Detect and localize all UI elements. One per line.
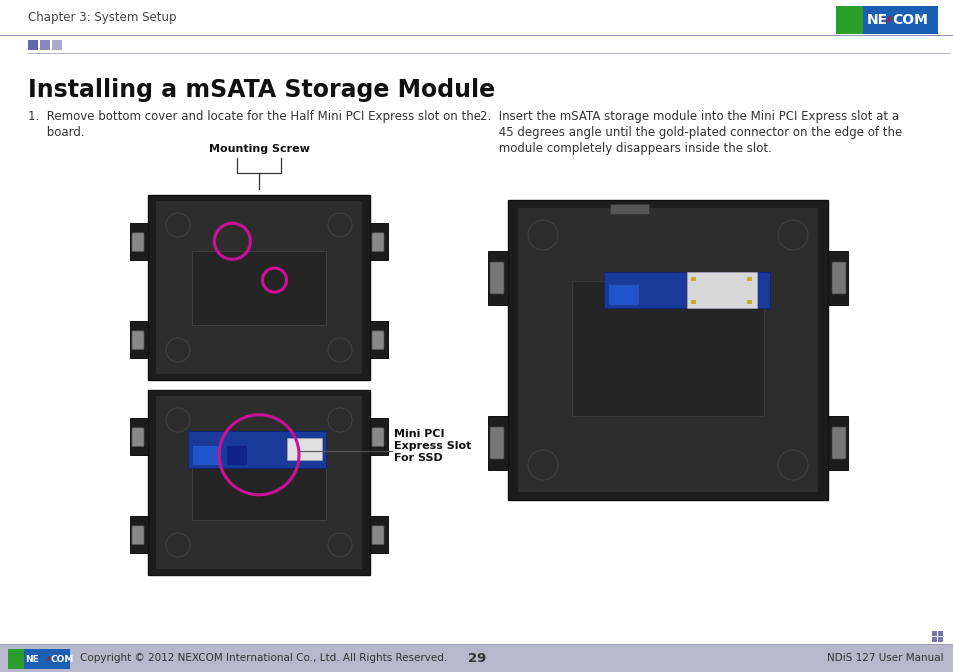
Bar <box>370 516 388 553</box>
Bar <box>370 418 388 455</box>
Text: Mounting Screw: Mounting Screw <box>209 144 309 154</box>
Bar <box>931 637 936 642</box>
Bar <box>0 644 953 672</box>
FancyBboxPatch shape <box>132 526 144 544</box>
Text: Mini PCI: Mini PCI <box>394 429 444 439</box>
FancyBboxPatch shape <box>490 427 503 459</box>
Bar <box>690 300 695 304</box>
Bar <box>686 272 757 308</box>
Bar <box>130 321 148 358</box>
Bar <box>517 208 817 492</box>
Bar <box>52 40 62 50</box>
Text: 2.  Insert the mSATA storage module into the Mini PCI Express slot at a: 2. Insert the mSATA storage module into … <box>479 110 898 123</box>
Text: Express Slot: Express Slot <box>394 441 471 451</box>
Text: Installing a mSATA Storage Module: Installing a mSATA Storage Module <box>28 78 495 102</box>
Bar <box>193 446 325 519</box>
Bar <box>28 40 38 50</box>
Bar <box>287 438 321 460</box>
Bar <box>827 416 847 470</box>
Bar <box>193 251 325 325</box>
Bar <box>130 418 148 455</box>
Text: module completely disappears inside the slot.: module completely disappears inside the … <box>479 142 771 155</box>
Text: Copyright © 2012 NEXCOM International Co., Ltd. All Rights Reserved.: Copyright © 2012 NEXCOM International Co… <box>80 653 447 663</box>
Bar <box>370 321 388 358</box>
Bar <box>24 649 70 669</box>
Bar <box>835 6 862 34</box>
Bar <box>8 649 24 669</box>
FancyBboxPatch shape <box>132 233 144 251</box>
Text: 1.  Remove bottom cover and locate for the Half Mini PCI Express slot on the: 1. Remove bottom cover and locate for th… <box>28 110 480 123</box>
Text: ✗: ✗ <box>883 15 892 25</box>
FancyBboxPatch shape <box>372 233 384 251</box>
Bar <box>827 251 847 305</box>
Bar <box>130 222 148 260</box>
Text: Chapter 3: System Setup: Chapter 3: System Setup <box>28 11 176 24</box>
Bar <box>156 396 361 569</box>
Text: board.: board. <box>28 126 85 139</box>
FancyBboxPatch shape <box>132 428 144 446</box>
Text: COM: COM <box>892 13 927 27</box>
Text: COM: COM <box>51 655 73 663</box>
FancyBboxPatch shape <box>831 262 845 294</box>
FancyBboxPatch shape <box>831 427 845 459</box>
Bar <box>507 200 827 500</box>
Bar <box>148 195 370 380</box>
Text: For SSD: For SSD <box>394 453 442 463</box>
Text: ✗: ✗ <box>45 656 51 662</box>
Bar <box>610 204 648 214</box>
Bar <box>370 222 388 260</box>
Bar <box>746 300 751 304</box>
Bar <box>603 272 770 308</box>
Text: 45 degrees angle until the gold-plated connector on the edge of the: 45 degrees angle until the gold-plated c… <box>479 126 902 139</box>
FancyBboxPatch shape <box>372 428 384 446</box>
Bar <box>40 40 50 50</box>
Bar <box>226 446 247 465</box>
Bar <box>931 631 936 636</box>
Bar <box>193 446 220 465</box>
Bar <box>937 631 942 636</box>
Text: 29: 29 <box>467 651 486 665</box>
FancyBboxPatch shape <box>132 331 144 349</box>
Bar <box>690 277 695 281</box>
Bar <box>937 637 942 642</box>
Bar <box>746 277 751 281</box>
Text: NE: NE <box>26 655 39 663</box>
FancyBboxPatch shape <box>372 331 384 349</box>
Bar <box>488 416 507 470</box>
Bar <box>148 390 370 575</box>
FancyBboxPatch shape <box>372 526 384 544</box>
Bar <box>156 201 361 374</box>
Bar <box>608 285 639 305</box>
Bar <box>572 281 763 416</box>
Bar <box>862 6 937 34</box>
Bar <box>188 431 325 468</box>
Text: NDiS 127 User Manual: NDiS 127 User Manual <box>826 653 943 663</box>
Bar <box>488 251 507 305</box>
Bar <box>130 516 148 553</box>
FancyBboxPatch shape <box>490 262 503 294</box>
Text: NE: NE <box>865 13 886 27</box>
